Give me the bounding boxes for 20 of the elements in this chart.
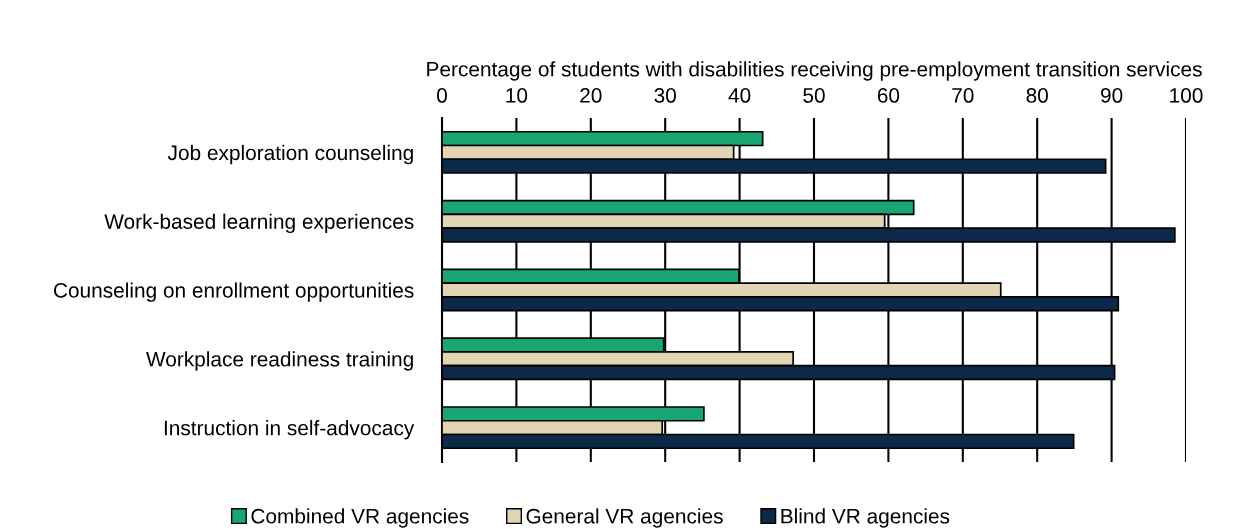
x-tick-label: 10: [506, 88, 528, 103]
x-tick-label: 90: [1100, 88, 1123, 103]
x-tick-label: 30: [654, 88, 676, 103]
x-axis-title: Percentage of students with disabilities receiving pre-employment transition services: [427, 61, 1202, 81]
legend-label: Blind VR agencies: [781, 508, 950, 528]
y-tick-label: Counseling on enrollment opportunities: [53, 282, 414, 302]
legend-label: Combined VR agencies: [251, 508, 469, 528]
x-tick-label: 0: [437, 88, 447, 103]
y-tick-label: Instruction in self-advocacy: [164, 420, 415, 440]
y-tick-label: Workplace readiness training: [146, 351, 413, 371]
x-tick-label: 70: [952, 88, 974, 103]
x-tick-label: 60: [877, 88, 900, 103]
y-tick-label: Job exploration counseling: [167, 144, 413, 165]
x-tick-label: 40: [728, 88, 751, 103]
y-tick-label: Work-based learning experiences: [104, 213, 414, 234]
x-tick-label: 50: [803, 88, 825, 103]
x-tick-label: 80: [1026, 88, 1048, 103]
legend-label: General VR agencies: [526, 508, 723, 528]
x-tick-label: 20: [580, 88, 602, 103]
x-tick-label: 100: [1170, 88, 1203, 103]
